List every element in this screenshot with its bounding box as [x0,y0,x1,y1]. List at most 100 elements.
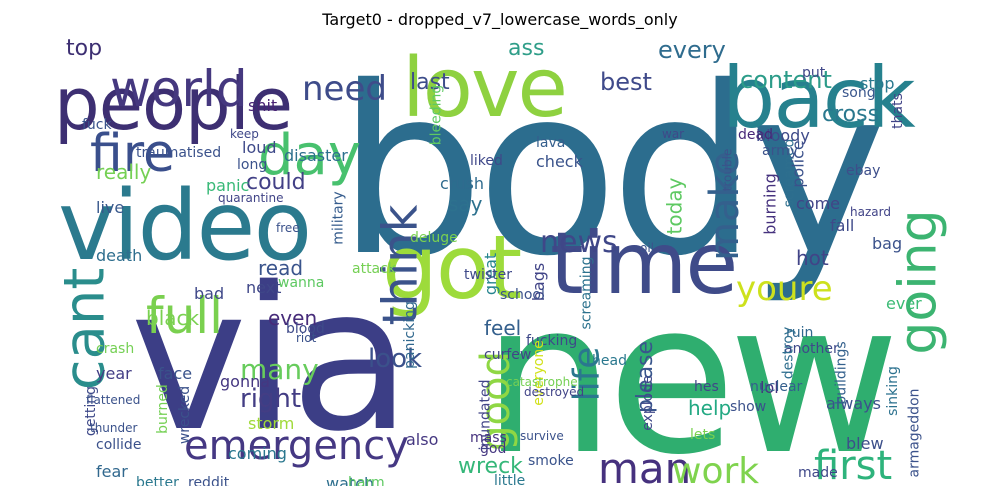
word-attack: attack [352,261,396,277]
word-best: best [600,68,652,96]
word-check: check [536,152,583,171]
word-traumatised: traumatised [136,145,222,161]
word-bag: bag [872,234,903,253]
word-cloud: body new via video people love back got … [50,36,950,486]
word-really: really [96,160,152,184]
word-read: read [258,256,304,280]
word-better: better [136,475,179,486]
word-back: back [722,49,916,147]
word-lava: lava [536,135,566,151]
word-work: work [672,451,760,487]
word-school: school [500,287,545,303]
word-shit: shit [248,96,278,115]
word-loud: loud [242,138,277,157]
word-love: love [402,41,568,136]
word-every: every [658,36,726,64]
word-riot: riot [296,331,317,345]
word-thats: thats [889,93,906,129]
word-need: need [302,69,387,109]
word-bloody: bloody [756,126,810,145]
word-flattened: flattened [86,393,141,407]
word-armageddon: armageddon [906,388,923,478]
word-content: content [740,66,832,94]
word-time: time [550,214,738,314]
word-wrecked: wrecked [177,385,194,445]
word-coming: coming [228,444,287,463]
word-body: body [337,37,887,307]
word-destroy: destroy [780,326,797,380]
word-buildings: buildings [833,341,850,405]
word-survive: survive [520,429,564,443]
word-blew: blew [846,434,884,453]
word-man: man [598,444,692,487]
word-hot: hot [796,246,829,270]
word-even: even [268,306,318,330]
word-youre: youre [736,269,833,309]
word-fall: fall [830,216,855,235]
word-panic: panic [206,176,250,195]
word-next: next [246,278,282,297]
word-top: top [66,36,103,61]
word-cross: cross [822,102,880,127]
chart-title: Target0 - dropped_v7_lowercase_words_onl… [322,10,678,29]
word-made: made [798,465,838,481]
word-video: video [58,170,312,282]
word-ass: ass [508,36,545,61]
word-fuck: fuck [82,117,112,133]
word-got: got [382,216,522,319]
word-keep: keep [230,127,259,141]
word-twister: twister [464,267,512,283]
word-emergency: emergency [184,423,409,469]
word-destroyed: destroyed [524,385,585,399]
word-burned: burned [154,384,171,434]
word-free: free [276,221,300,235]
word-wanna: wanna [278,275,325,291]
word-curfew: curfew [484,347,532,363]
word-also: also [406,430,439,449]
word-new: new [482,256,900,486]
word-long: long [237,157,268,173]
word-going: going [888,209,949,355]
word-full: full [146,287,224,345]
word-year: year [96,364,132,383]
word-head: head [592,353,627,369]
word-fire: fire [90,124,175,184]
word-smoke: smoke [528,453,574,469]
word-wreck: wreck [458,454,523,479]
word-crash: crash [96,341,135,357]
word-news: news [540,225,618,260]
word-sinking: sinking [884,366,901,416]
word-ever: ever [886,294,922,313]
word-look: look [368,344,423,374]
word-last: last [410,70,450,95]
word-explode: explode [639,375,656,431]
word-people: people [54,62,293,146]
word-first: first [814,443,893,486]
word-storm: storm [248,414,295,433]
word-mass: mass [470,430,507,446]
word-day: day [258,123,362,188]
word-blood: blood [286,321,325,337]
word-hazard: hazard [850,205,891,219]
word-reddit: reddit [188,475,230,486]
word-war: war [662,127,685,141]
word-little: little [494,473,526,486]
word-harm: harm [348,475,385,486]
word-another: another [784,341,839,357]
word-put: put [802,65,826,81]
word-bad: bad [194,284,225,303]
word-quarantine: quarantine [218,191,284,205]
word-hes: hes [694,379,719,395]
word-burning: burning [760,173,780,235]
word-gonna: gonna [220,372,271,391]
word-world: world [110,60,248,118]
word-feel: feel [484,316,522,340]
word-lets: lets [690,427,716,443]
word-military: military [330,191,347,245]
word-lol: lol [760,378,779,397]
word-song: song [842,85,876,101]
word-black: black [146,306,200,330]
word-show: show [730,399,767,415]
word-death: death [96,246,143,265]
word-face: face [158,364,193,383]
